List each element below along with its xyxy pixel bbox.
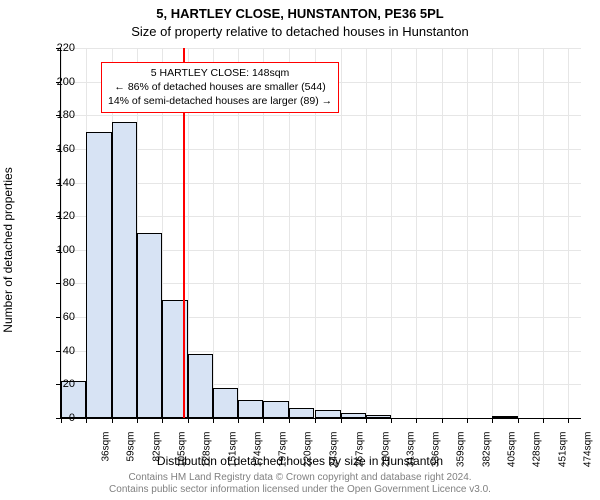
gridline-h xyxy=(61,115,581,116)
x-tick xyxy=(416,418,417,423)
gridline-h xyxy=(61,149,581,150)
x-tick xyxy=(518,418,519,423)
y-tick-label: 20 xyxy=(35,378,75,390)
gridline-v xyxy=(341,48,342,418)
x-tick-label: 336sqm xyxy=(431,432,442,482)
x-tick-label: 474sqm xyxy=(583,432,594,482)
gridline-v xyxy=(416,48,417,418)
y-tick-label: 40 xyxy=(35,345,75,357)
gridline-v xyxy=(391,48,392,418)
x-tick xyxy=(366,418,367,423)
y-tick-label: 220 xyxy=(35,42,75,54)
chart-subtitle: Size of property relative to detached ho… xyxy=(0,24,600,39)
histogram-bar xyxy=(366,415,391,418)
histogram-bar xyxy=(86,132,111,418)
gridline-v xyxy=(366,48,367,418)
x-tick xyxy=(86,418,87,423)
histogram-bar xyxy=(315,410,340,418)
x-tick xyxy=(442,418,443,423)
x-tick xyxy=(238,418,239,423)
y-tick-label: 180 xyxy=(35,109,75,121)
histogram-bar xyxy=(213,388,238,418)
y-tick-label: 140 xyxy=(35,177,75,189)
x-tick-label: 382sqm xyxy=(481,432,492,482)
x-tick-label: 36sqm xyxy=(101,432,112,482)
x-tick xyxy=(543,418,544,423)
x-tick xyxy=(492,418,493,423)
x-tick-label: 290sqm xyxy=(380,432,391,482)
histogram-bar xyxy=(263,401,288,418)
gridline-v xyxy=(442,48,443,418)
histogram-bar xyxy=(341,413,366,418)
x-tick-label: 428sqm xyxy=(532,432,543,482)
x-tick xyxy=(263,418,264,423)
gridline-v xyxy=(518,48,519,418)
gridline-v xyxy=(568,48,569,418)
x-tick xyxy=(341,418,342,423)
x-tick-label: 197sqm xyxy=(278,432,289,482)
y-tick-label: 200 xyxy=(35,76,75,88)
x-tick xyxy=(289,418,290,423)
histogram-bar xyxy=(112,122,137,418)
histogram-bar xyxy=(492,416,517,418)
x-tick-label: 105sqm xyxy=(176,432,187,482)
gridline-v xyxy=(467,48,468,418)
gridline-h xyxy=(61,48,581,49)
histogram-bar xyxy=(188,354,213,418)
x-tick-label: 128sqm xyxy=(202,432,213,482)
x-tick xyxy=(467,418,468,423)
x-tick-label: 451sqm xyxy=(557,432,568,482)
x-tick xyxy=(112,418,113,423)
x-tick-label: 267sqm xyxy=(355,432,366,482)
annotation-box: 5 HARTLEY CLOSE: 148sqm← 86% of detached… xyxy=(101,62,339,113)
x-tick-label: 405sqm xyxy=(507,432,518,482)
x-tick xyxy=(315,418,316,423)
x-tick-label: 243sqm xyxy=(328,432,339,482)
x-tick xyxy=(568,418,569,423)
y-axis-label: Number of detached properties xyxy=(1,85,15,250)
gridline-v xyxy=(543,48,544,418)
gridline-v xyxy=(492,48,493,418)
annotation-line: ← 86% of detached houses are smaller (54… xyxy=(108,80,332,94)
chart-root: { "title": { "line1": "5, HARTLEY CLOSE,… xyxy=(0,0,600,500)
histogram-bar xyxy=(137,233,162,418)
gridline-h xyxy=(61,216,581,217)
x-tick xyxy=(162,418,163,423)
x-tick xyxy=(137,418,138,423)
x-tick-label: 220sqm xyxy=(303,432,314,482)
chart-title-line1: 5, HARTLEY CLOSE, HUNSTANTON, PE36 5PL xyxy=(0,6,600,21)
y-tick-label: 100 xyxy=(35,244,75,256)
x-tick-label: 174sqm xyxy=(252,432,263,482)
x-tick-label: 359sqm xyxy=(456,432,467,482)
gridline-v xyxy=(61,48,62,418)
annotation-line: 5 HARTLEY CLOSE: 148sqm xyxy=(108,66,332,80)
x-tick-label: 313sqm xyxy=(405,432,416,482)
x-tick xyxy=(213,418,214,423)
x-tick-label: 82sqm xyxy=(151,432,162,482)
x-tick-label: 59sqm xyxy=(126,432,137,482)
x-tick xyxy=(188,418,189,423)
gridline-h xyxy=(61,183,581,184)
footer-line2: Contains public sector information licen… xyxy=(0,484,600,495)
histogram-bar xyxy=(289,408,314,418)
y-tick-label: 80 xyxy=(35,277,75,289)
annotation-line: 14% of semi-detached houses are larger (… xyxy=(108,94,332,108)
histogram-bar xyxy=(238,400,263,419)
x-tick-label: 151sqm xyxy=(227,432,238,482)
y-tick-label: 120 xyxy=(35,210,75,222)
plot-area: 5 HARTLEY CLOSE: 148sqm← 86% of detached… xyxy=(60,48,581,419)
y-tick-label: 60 xyxy=(35,311,75,323)
y-tick-label: 160 xyxy=(35,143,75,155)
x-tick xyxy=(391,418,392,423)
y-tick-label: 0 xyxy=(35,412,75,424)
